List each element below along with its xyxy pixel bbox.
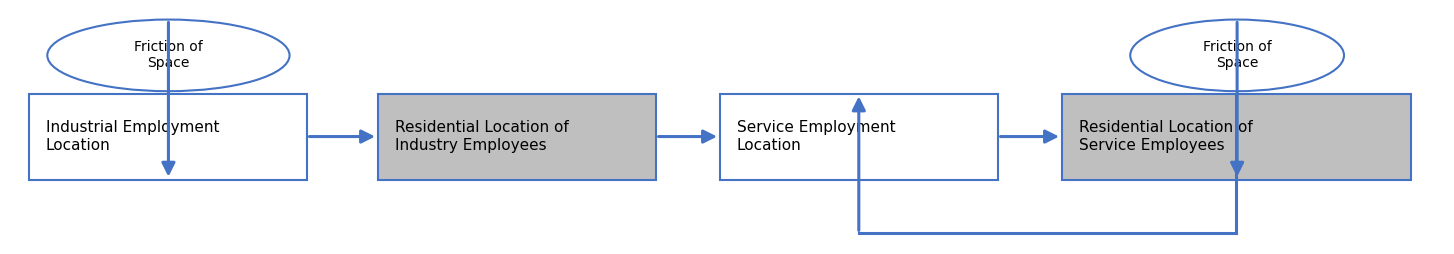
Text: Industrial Employment
Location: Industrial Employment Location [47,120,220,153]
Ellipse shape [48,20,289,91]
FancyBboxPatch shape [378,93,656,180]
Text: Service Employment
Location: Service Employment Location [737,120,896,153]
FancyBboxPatch shape [29,93,307,180]
Text: Friction of
Space: Friction of Space [1202,40,1271,70]
Text: Residential Location of
Service Employees: Residential Location of Service Employee… [1079,120,1253,153]
Ellipse shape [1130,20,1343,91]
FancyBboxPatch shape [720,93,997,180]
FancyBboxPatch shape [1061,93,1410,180]
Text: Residential Location of
Industry Employees: Residential Location of Industry Employe… [395,120,569,153]
Text: Friction of
Space: Friction of Space [134,40,202,70]
